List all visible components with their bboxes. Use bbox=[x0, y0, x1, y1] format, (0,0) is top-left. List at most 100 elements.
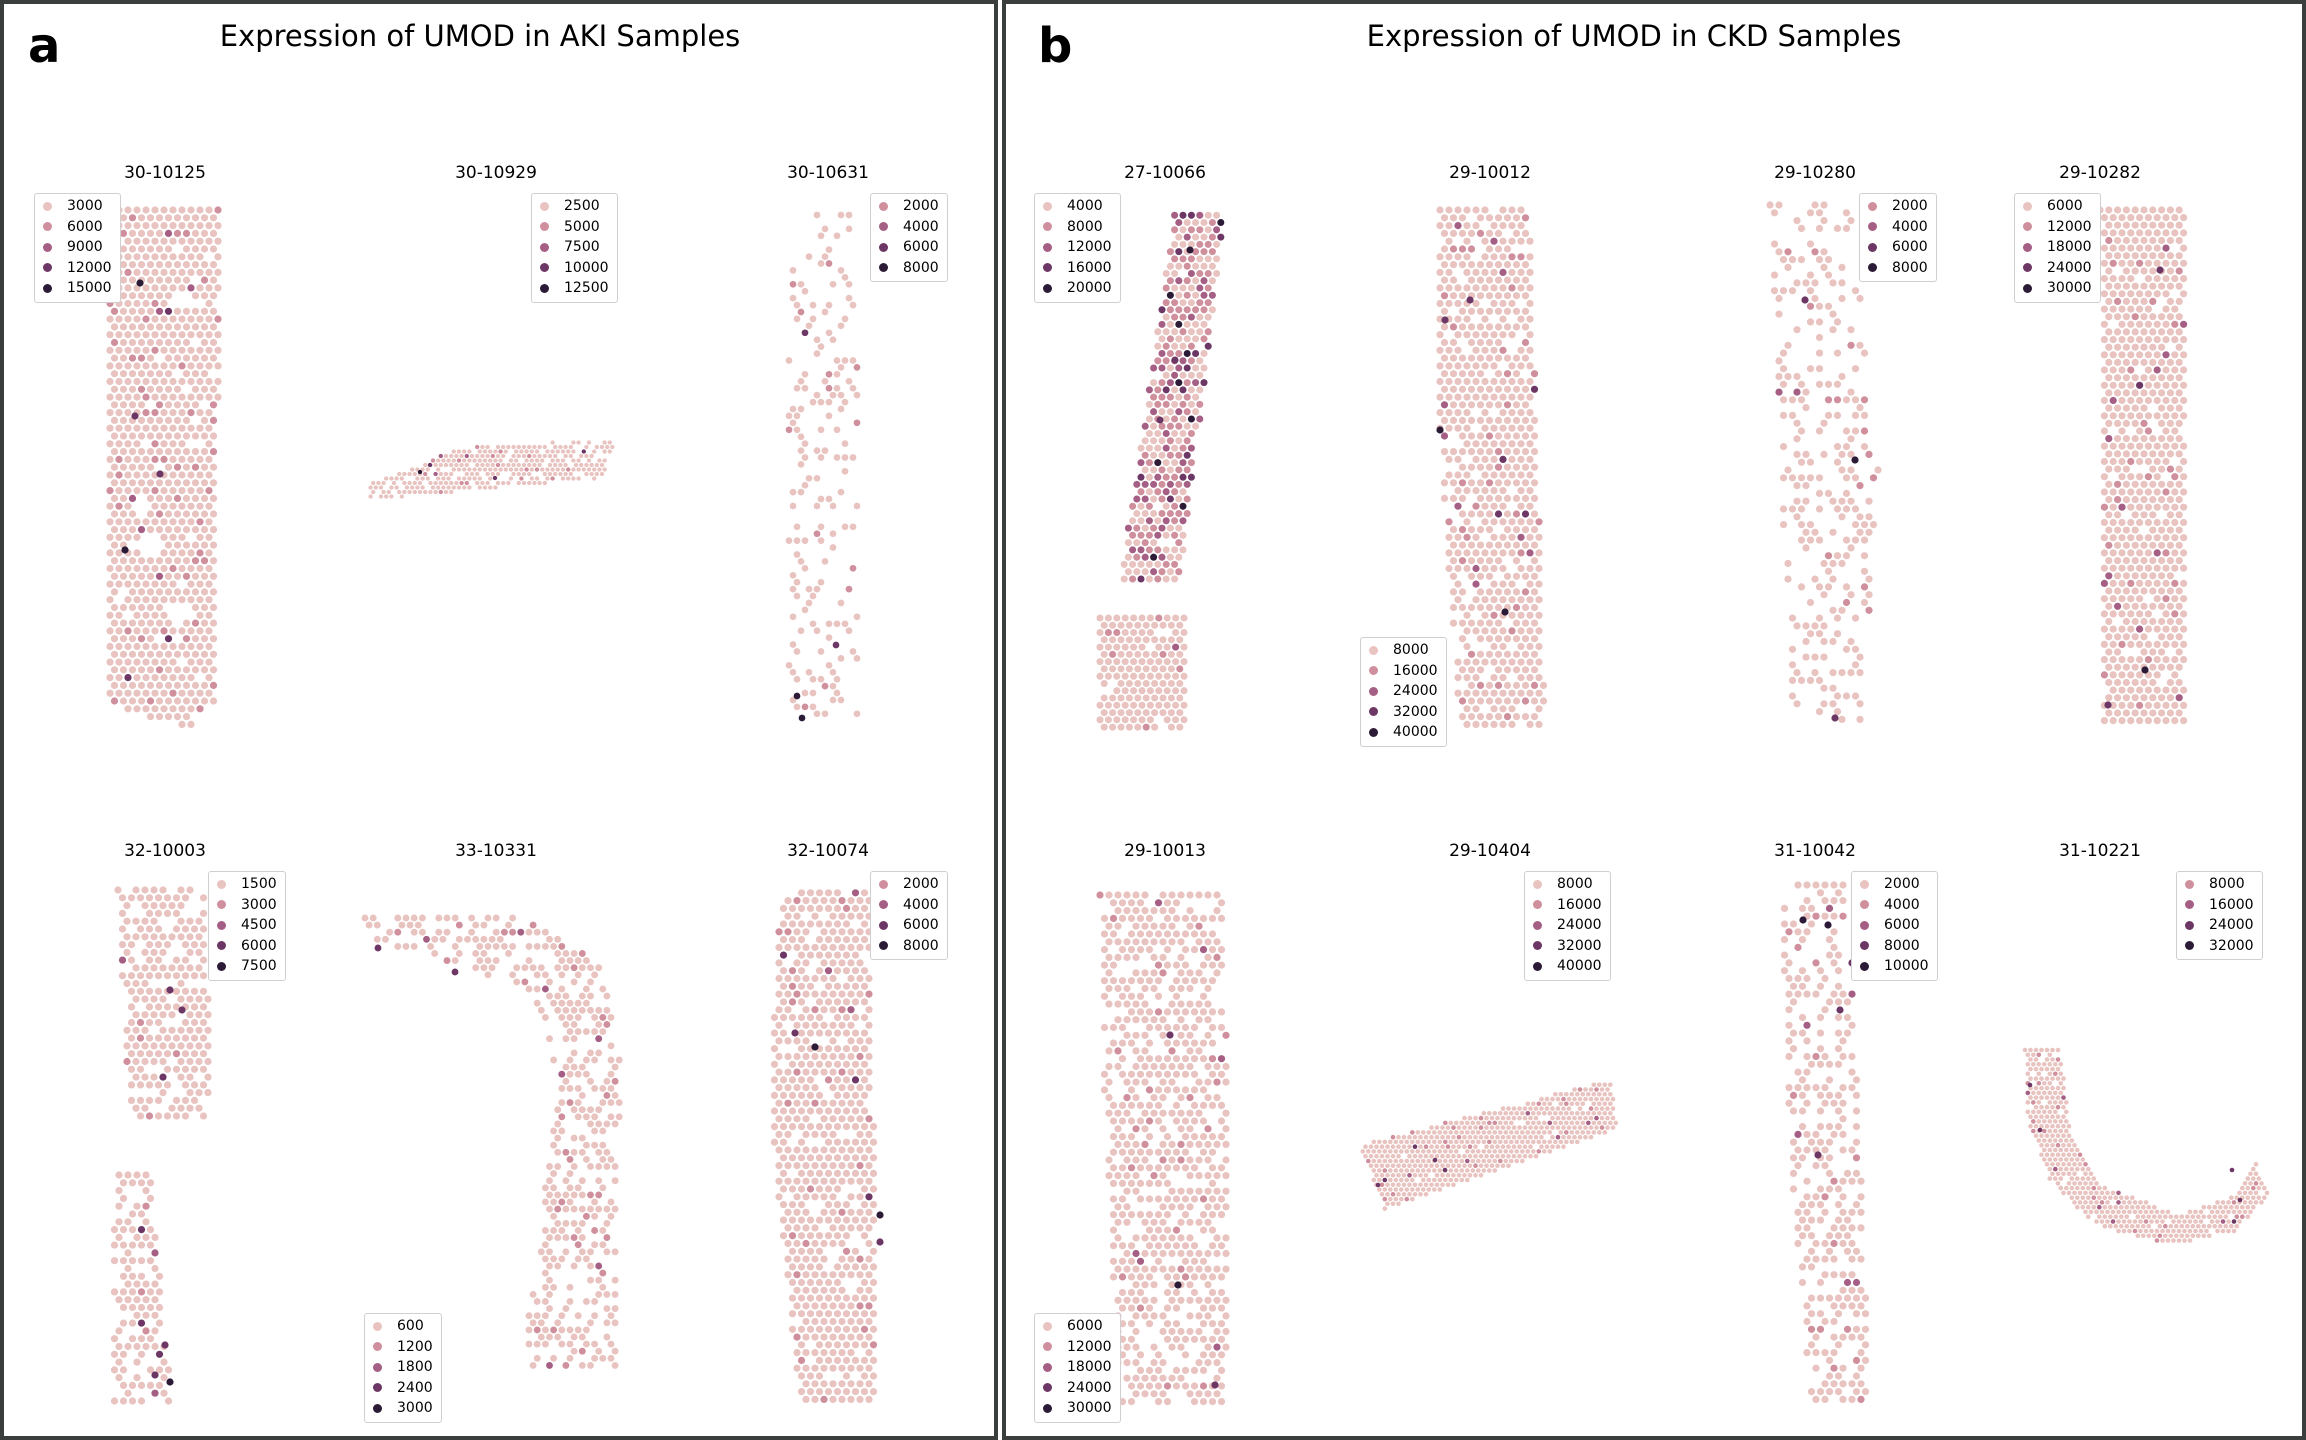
spot-point bbox=[833, 1263, 842, 1271]
spot-point bbox=[586, 467, 592, 472]
spot-point bbox=[159, 902, 167, 910]
spot-point bbox=[1436, 362, 1444, 370]
spot-point bbox=[2127, 473, 2135, 481]
spot-point bbox=[1467, 479, 1476, 487]
spot-point bbox=[155, 1350, 164, 1358]
spot-point bbox=[825, 634, 833, 641]
spot-point bbox=[115, 346, 123, 354]
spot-point bbox=[856, 1286, 864, 1294]
spot-point bbox=[797, 982, 806, 990]
spot-point bbox=[1154, 961, 1163, 969]
spot-point bbox=[187, 409, 195, 417]
spot-point bbox=[501, 444, 506, 450]
spot-point bbox=[570, 1063, 578, 1071]
spot-point bbox=[142, 518, 150, 526]
spot-point bbox=[151, 253, 159, 261]
spot-point bbox=[788, 1123, 797, 1131]
spot-point bbox=[788, 1154, 797, 1162]
spot-point bbox=[132, 1011, 140, 1019]
spot-point bbox=[199, 1034, 208, 1042]
spot-point bbox=[574, 1113, 582, 1121]
spot-point bbox=[136, 1081, 145, 1089]
spot-point bbox=[110, 307, 119, 315]
spot-point bbox=[576, 476, 581, 481]
spot-point bbox=[136, 1112, 145, 1120]
spot-point bbox=[1494, 292, 1503, 300]
spot-point bbox=[2166, 617, 2174, 626]
spot-point bbox=[2149, 206, 2157, 214]
spot-point bbox=[137, 1179, 146, 1187]
spot-point bbox=[529, 964, 537, 972]
spot-point bbox=[779, 1107, 788, 1115]
spot-point bbox=[506, 462, 511, 468]
spot-point bbox=[146, 214, 155, 222]
spot-point bbox=[2144, 305, 2152, 313]
spot-point bbox=[1860, 411, 1869, 419]
spot-point bbox=[164, 681, 173, 690]
spot-point bbox=[595, 1120, 603, 1128]
spot-point bbox=[146, 1179, 155, 1187]
spot-point bbox=[1200, 233, 1208, 241]
spot-point bbox=[182, 666, 191, 674]
spot-point bbox=[1100, 723, 1108, 731]
spot-point bbox=[546, 1163, 553, 1170]
spot-point bbox=[2122, 663, 2130, 671]
spot-point bbox=[462, 485, 467, 490]
spot-point bbox=[805, 668, 813, 676]
spot-point bbox=[1490, 299, 1498, 308]
spot-point bbox=[200, 619, 209, 627]
spot-point bbox=[1199, 1148, 1208, 1156]
spot-point bbox=[1499, 268, 1507, 276]
spot-point bbox=[607, 1354, 615, 1362]
spot-point bbox=[1222, 1125, 1230, 1133]
spot-point bbox=[516, 471, 521, 477]
spot-point bbox=[168, 1011, 176, 1019]
spot-point bbox=[475, 444, 480, 450]
spot-point bbox=[599, 1013, 607, 1021]
spot-point bbox=[1526, 268, 1534, 276]
spot-point bbox=[829, 1130, 837, 1138]
spot-point bbox=[209, 572, 218, 580]
spot-point bbox=[2144, 229, 2152, 237]
spot-point bbox=[146, 416, 155, 424]
spot-point bbox=[1192, 218, 1200, 227]
spot-point bbox=[1166, 320, 1174, 328]
spot-point bbox=[2144, 717, 2152, 725]
spot-point bbox=[521, 480, 527, 486]
spot-point bbox=[164, 245, 173, 253]
spot-point bbox=[1481, 268, 1489, 276]
spot-point bbox=[1187, 459, 1195, 467]
spot-point bbox=[173, 276, 182, 284]
spot-point bbox=[788, 1107, 797, 1115]
spot-point bbox=[537, 453, 542, 459]
spot-point bbox=[150, 902, 158, 910]
spot-point bbox=[1788, 256, 1797, 264]
spot-point bbox=[574, 999, 582, 1007]
spot-point bbox=[838, 990, 846, 998]
spot-point bbox=[1445, 549, 1453, 557]
spot-point bbox=[2122, 496, 2130, 504]
spot-point bbox=[1526, 393, 1534, 401]
spot-point bbox=[2180, 595, 2188, 603]
spot-point bbox=[191, 635, 200, 643]
spot-point bbox=[1865, 450, 1873, 458]
spot-point bbox=[2180, 214, 2188, 222]
spot-point bbox=[1171, 488, 1179, 496]
spot-point bbox=[1150, 422, 1158, 430]
spot-point bbox=[851, 1169, 860, 1177]
spot-point bbox=[151, 705, 159, 713]
spot-point bbox=[2175, 236, 2183, 245]
spot-point bbox=[1199, 1117, 1208, 1125]
spot-point bbox=[417, 480, 423, 486]
spot-point bbox=[1499, 580, 1507, 588]
spot-point bbox=[1155, 643, 1163, 651]
spot-point bbox=[784, 1208, 792, 1216]
spot-point bbox=[186, 1011, 194, 1019]
spot-point bbox=[1860, 552, 1869, 560]
spot-point bbox=[186, 1104, 194, 1112]
spot-point bbox=[1204, 1218, 1212, 1226]
spot-point bbox=[110, 385, 119, 393]
spot-point bbox=[1815, 676, 1824, 685]
spot-point bbox=[784, 928, 792, 936]
